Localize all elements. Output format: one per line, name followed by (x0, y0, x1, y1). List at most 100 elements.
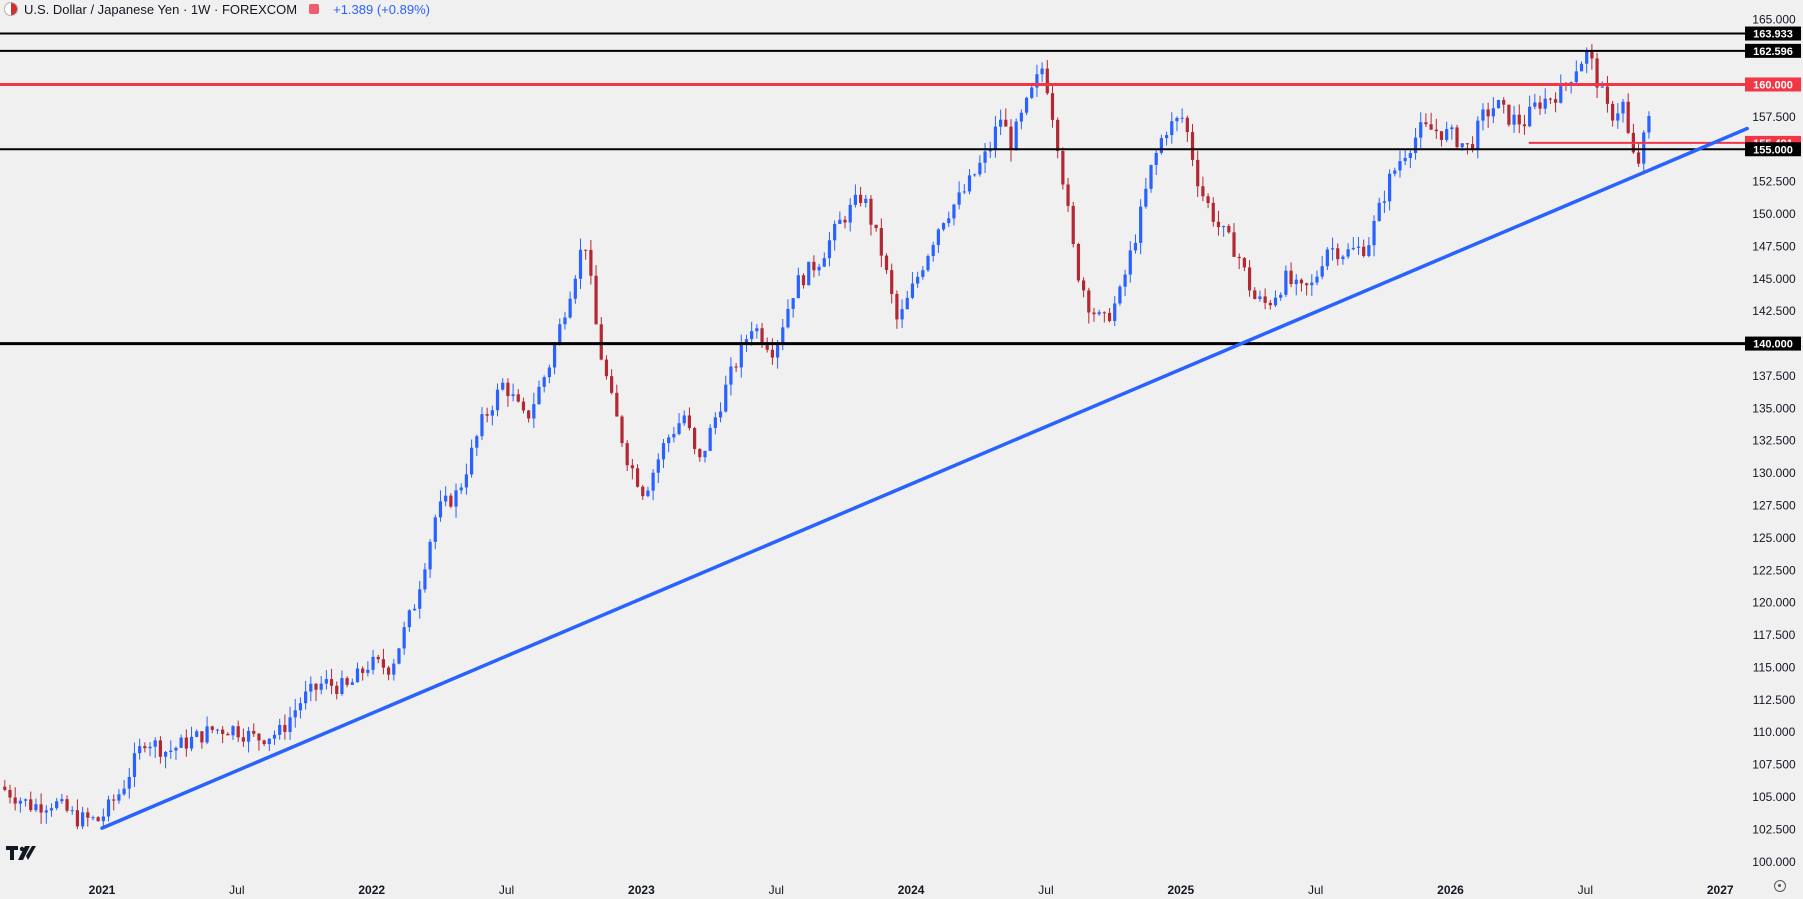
candle-body (646, 490, 650, 497)
candle-body (1004, 119, 1008, 127)
candle-body (381, 659, 386, 668)
candle-body (1180, 117, 1184, 119)
candle-body (293, 710, 297, 718)
candle-body (1450, 127, 1454, 130)
candle-body (1144, 188, 1148, 207)
candle-body (1424, 122, 1428, 125)
candle-body (96, 817, 100, 822)
candle-body (1305, 283, 1309, 286)
candle-body (988, 149, 992, 152)
level-price-tag (1745, 43, 1801, 58)
candle-body (29, 799, 33, 811)
candle-body (1128, 250, 1132, 275)
candle-body (1470, 144, 1475, 150)
candle-body (1175, 117, 1179, 122)
candle-body (1439, 131, 1444, 140)
candle-body (1362, 246, 1366, 256)
candle-body (910, 283, 915, 298)
candle-body (371, 656, 375, 670)
candle-body (1398, 161, 1402, 171)
candle-body (480, 414, 484, 437)
candle-body (1299, 279, 1304, 284)
candle-body (1118, 286, 1122, 304)
candle-body (589, 249, 593, 276)
candle-body (781, 327, 785, 343)
candle-body (1201, 186, 1205, 197)
candle-body (283, 724, 287, 732)
candle-body (537, 386, 541, 405)
y-tick-label: 125.000 (1752, 531, 1796, 545)
candle-body (475, 436, 479, 448)
settings-gear-icon[interactable] (1774, 880, 1786, 892)
candle-body (610, 376, 614, 393)
candle-body (1190, 132, 1195, 160)
candle-body (1045, 68, 1049, 94)
candle-body (1502, 100, 1506, 105)
x-tick-label: 2027 (1707, 883, 1734, 897)
y-tick-label: 107.500 (1752, 758, 1796, 772)
candle-body (361, 668, 365, 673)
candle-body (827, 240, 832, 259)
y-tick-label: 112.500 (1753, 693, 1796, 707)
candle-body (469, 447, 474, 475)
candle-body (8, 789, 12, 798)
candle-body (858, 194, 863, 203)
candle-body (1076, 243, 1081, 281)
candle-body (833, 223, 837, 241)
candle-body (55, 801, 59, 809)
candle-body (148, 746, 152, 749)
candle-body (407, 610, 411, 628)
candle-body (1253, 290, 1257, 299)
y-tick-label: 135.000 (1752, 401, 1796, 415)
candle-body (221, 729, 225, 734)
candle-body (916, 276, 920, 284)
candle-body (1014, 121, 1018, 151)
candle-body (1247, 267, 1252, 291)
candle-body (1522, 124, 1527, 127)
x-tick-label: 2024 (898, 883, 925, 897)
candle-body (179, 737, 183, 748)
candle-body (1263, 296, 1267, 303)
symbol-title[interactable]: U.S. Dollar / Japanese Yen · 1W · FOREXC… (24, 1, 298, 17)
candle-body (428, 541, 432, 570)
candle-body (1496, 100, 1501, 109)
candle-body (532, 404, 536, 419)
candle-body (1056, 119, 1060, 152)
candle-body (1642, 132, 1646, 164)
candle-body (60, 799, 64, 802)
candle-body (542, 377, 546, 387)
candle-body (1087, 290, 1091, 313)
candle-body (962, 191, 966, 193)
candle-body (1206, 196, 1210, 203)
candle-body (1590, 50, 1594, 59)
candle-body (44, 810, 48, 813)
x-tick-label: 2026 (1437, 883, 1464, 897)
candle-body (760, 328, 764, 344)
candle-body (210, 726, 214, 730)
candle-body (516, 394, 520, 402)
candle-body (314, 683, 318, 690)
candle-body (1346, 249, 1350, 257)
chart-header: U.S. Dollar / Japanese Yen · 1W · FOREXC… (0, 0, 430, 18)
candle-body (957, 192, 961, 205)
candle-body (1403, 157, 1407, 162)
candle-body (661, 443, 666, 460)
candle-body (905, 297, 909, 310)
candle-body (1185, 117, 1189, 133)
candle-body (900, 309, 904, 320)
candle-body (117, 794, 121, 801)
candle-body (345, 678, 349, 685)
candle-body (464, 474, 469, 488)
candle-body (1050, 93, 1055, 120)
candle-body (49, 808, 54, 811)
candle-body (729, 366, 733, 385)
candle-body (1553, 99, 1558, 103)
candle-body (1595, 58, 1599, 88)
candle-body (1434, 129, 1438, 132)
y-tick-label: 102.500 (1752, 822, 1796, 836)
level-price-tag (1745, 77, 1801, 92)
level-price-label: 155.000 (1753, 144, 1793, 156)
candle-body (1315, 276, 1319, 283)
candle-body (584, 249, 588, 251)
